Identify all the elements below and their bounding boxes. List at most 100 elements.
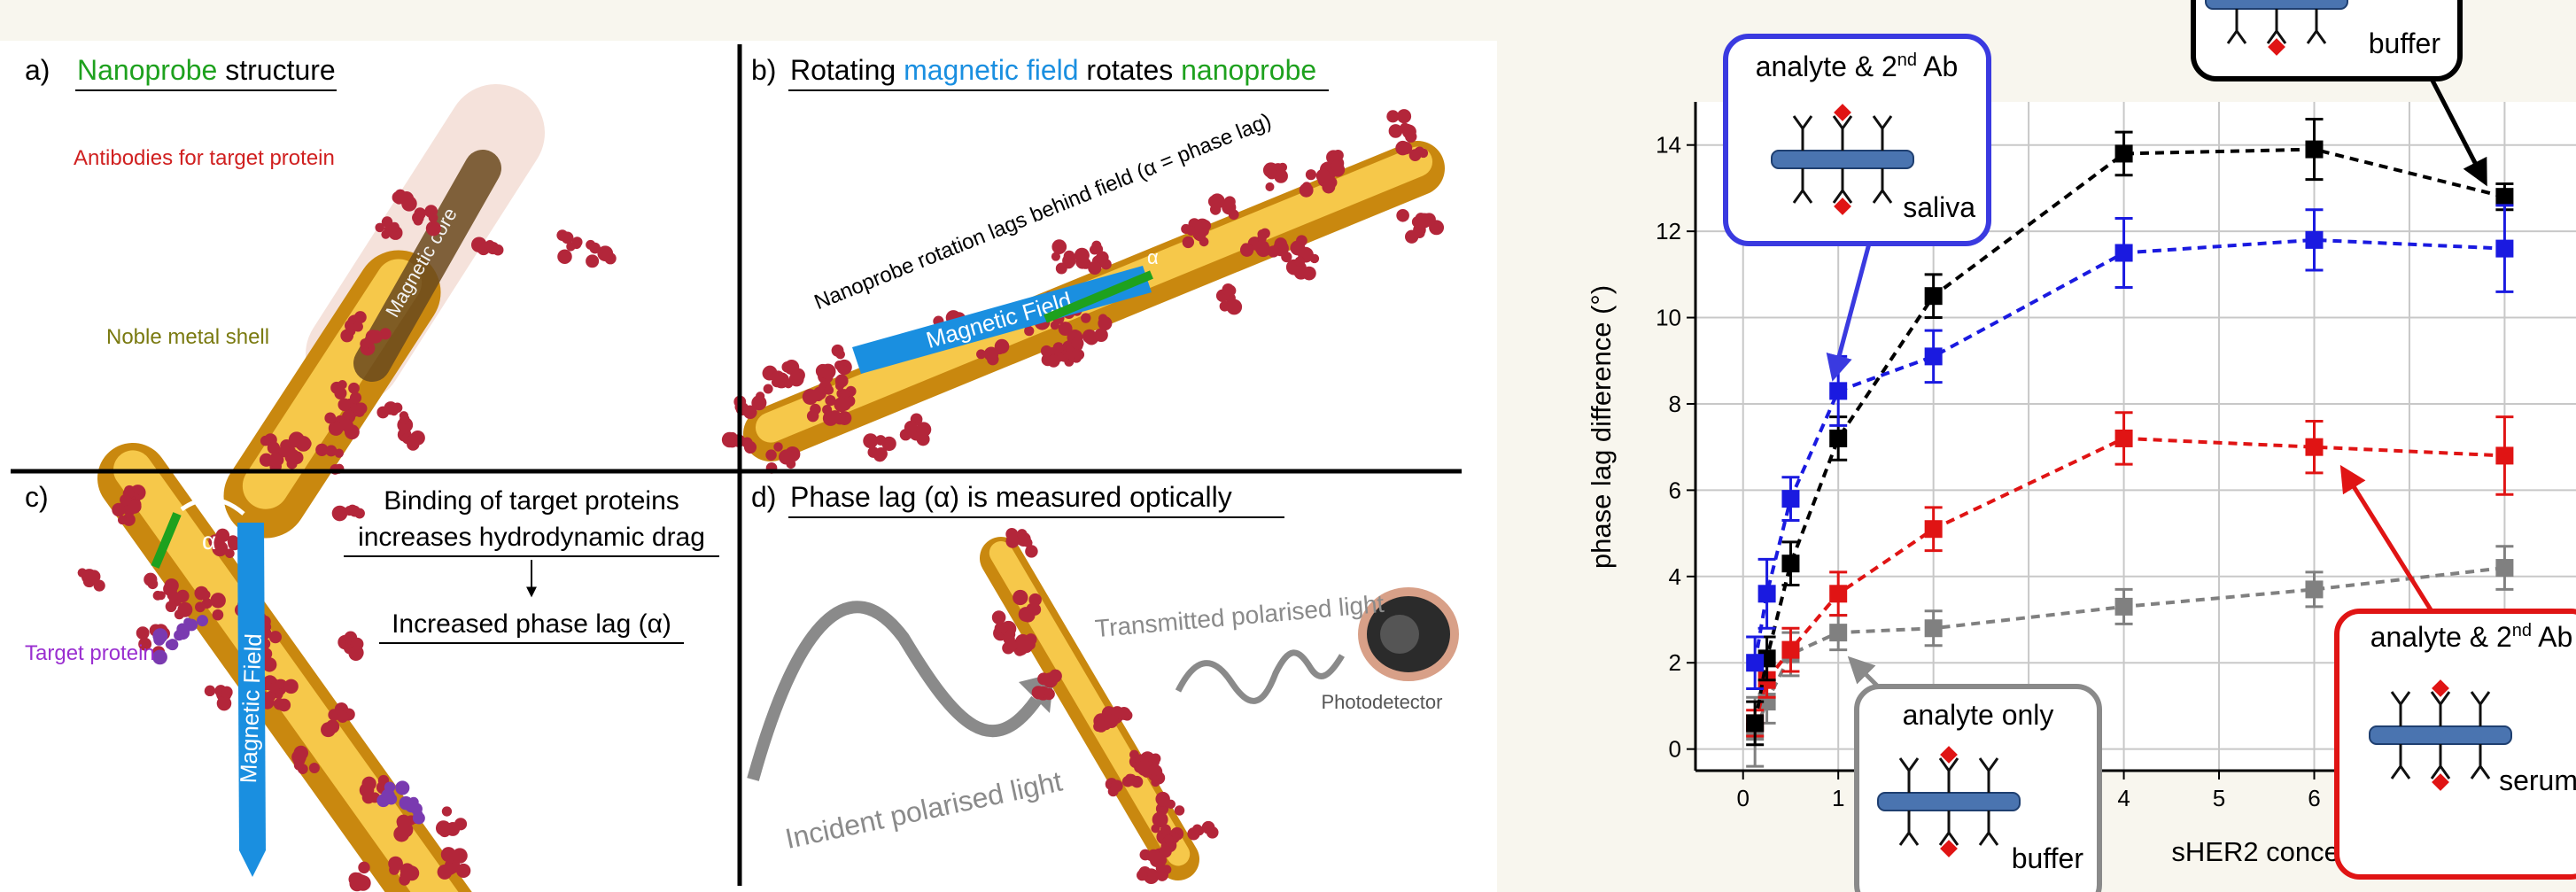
antibody-bead: [324, 413, 336, 424]
antibody-bead: [274, 698, 285, 710]
antibody-bead: [1037, 672, 1050, 685]
antibody-bead: [118, 516, 127, 524]
antibody-bead: [773, 442, 782, 451]
antibody-bead: [385, 794, 397, 805]
antibody-bead: [1229, 209, 1239, 220]
antibody-bead: [1192, 824, 1202, 834]
antibody-bead: [1222, 283, 1235, 296]
antibody-bead: [395, 780, 409, 795]
antibody-bead: [1295, 256, 1305, 266]
icon-rod: [2206, 0, 2347, 9]
antibody-bead: [294, 746, 308, 760]
antibody-bead: [1023, 539, 1033, 548]
antibody-bead: [400, 411, 408, 420]
y-axis-label: phase lag difference (°): [1586, 285, 1617, 569]
antibody-bead: [1051, 239, 1067, 254]
antibody-bead: [452, 848, 467, 863]
antibody-bead: [388, 857, 403, 872]
antibody-bead: [1064, 251, 1075, 262]
antibody-bead: [348, 383, 360, 394]
antibody-bead: [562, 231, 574, 244]
title-part: nanoprobe: [1181, 54, 1316, 86]
antibody-bead: [1108, 786, 1119, 796]
antibody-bead: [176, 590, 189, 602]
antibody-bead: [268, 442, 280, 454]
antibody-bead: [836, 376, 846, 385]
antibody-bead: [822, 405, 832, 415]
y-tick-label: 8: [1669, 391, 1681, 417]
title-strip: [0, 0, 1497, 41]
antibody-bead: [358, 862, 369, 873]
panel-label: a): [25, 54, 50, 86]
antibody-bead: [1226, 299, 1242, 315]
antibody-bead: [268, 454, 282, 467]
panel-label: d): [751, 481, 776, 513]
antibody-bead: [1051, 252, 1060, 261]
icon-rod: [2370, 726, 2511, 744]
antibody-bead: [1292, 242, 1302, 252]
antibody-bead: [78, 568, 88, 578]
antibody-bead: [779, 449, 794, 464]
antibody-bead: [195, 601, 206, 612]
antibody-bead: [201, 590, 210, 599]
antibody-bead: [445, 863, 456, 874]
antibody-bead: [355, 402, 368, 415]
antibody-bead: [1032, 686, 1045, 699]
antibody-bead: [1005, 630, 1015, 640]
data-point: [2305, 580, 2323, 598]
antibody-bead: [400, 871, 409, 880]
antibody-bead: [471, 237, 486, 252]
antibody-bead: [1148, 764, 1160, 776]
data-point: [1781, 555, 1799, 572]
antibody-bead: [1419, 149, 1429, 159]
antibody-bead: [1322, 181, 1335, 194]
title-part: Nanoprobe: [77, 54, 217, 86]
antibody-bead: [1331, 159, 1340, 168]
antibody-bead: [1416, 213, 1431, 229]
antibody-bead: [275, 679, 284, 689]
antibody-bead: [722, 432, 738, 448]
antibody-bead: [1047, 354, 1059, 367]
antibody-bead: [294, 761, 304, 771]
data-point: [2495, 559, 2513, 577]
antibody-bead: [992, 610, 1006, 624]
antibody-bead: [338, 399, 351, 412]
data-point: [1829, 624, 1847, 641]
callout-text: analyte only: [1903, 699, 2054, 731]
antibody-bead: [1096, 252, 1109, 265]
antibody-bead: [1224, 196, 1236, 207]
antibody-bead: [807, 410, 819, 422]
antibody-bead: [784, 379, 793, 388]
antibody-bead: [321, 722, 336, 737]
annotation: Increased phase lag (α): [392, 609, 671, 639]
antibody-bead: [210, 593, 225, 608]
antibody-bead: [1175, 805, 1184, 815]
antibody-bead: [1005, 535, 1019, 548]
antibody-bead: [136, 626, 150, 640]
antibody-bead: [355, 875, 371, 891]
callout-text-part: analyte & 2: [1756, 50, 1897, 82]
annotation: Photodetector: [1322, 691, 1443, 713]
antibody-bead: [88, 570, 101, 583]
data-point: [2495, 188, 2513, 206]
antibody-bead: [1183, 237, 1194, 248]
antibody-bead: [601, 251, 612, 261]
antibody-bead: [287, 458, 298, 469]
antibody-bead: [406, 435, 418, 447]
antibody-bead: [825, 395, 835, 406]
antibody-bead: [1081, 313, 1090, 322]
antibody-bead: [916, 422, 931, 437]
antibody-bead: [303, 439, 312, 448]
title-part: rotates: [1079, 54, 1182, 86]
alpha: α: [1147, 246, 1159, 268]
antibody-bead: [405, 798, 419, 812]
antibody-bead: [349, 646, 363, 660]
antibody-bead: [369, 330, 383, 344]
antibody-bead: [1265, 182, 1274, 191]
antibody-bead: [152, 628, 167, 643]
antibody-bead: [384, 225, 392, 234]
callout-text-part: Ab: [1917, 50, 1958, 82]
antibody-bead: [1209, 193, 1224, 208]
data-point: [1758, 585, 1776, 602]
antibody-bead: [144, 573, 157, 586]
